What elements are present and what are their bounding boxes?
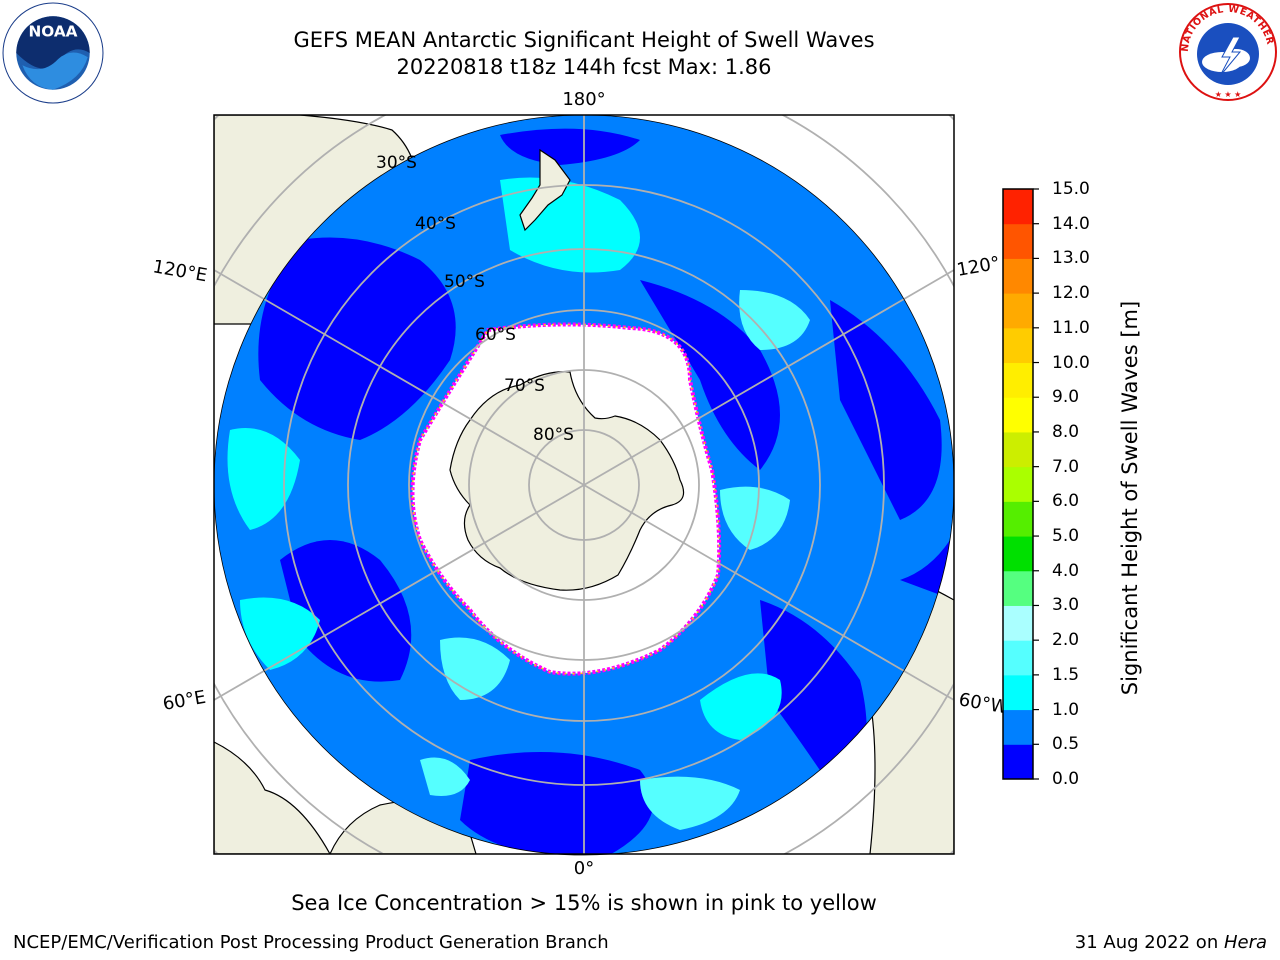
- antarctica-landmass: [449, 371, 685, 591]
- footer-organization: NCEP/EMC/Verification Post Processing Pr…: [13, 932, 609, 953]
- footer-machine: Hera: [1223, 932, 1267, 953]
- colorbar-bin: [1003, 536, 1033, 572]
- colorbar-bin: [1003, 431, 1033, 468]
- colorbar-tick-label: 7.0: [1052, 456, 1080, 477]
- colorbar-bin: [1003, 709, 1033, 745]
- title-line-2: 20220818 t18z 144h fcst Max: 1.86: [396, 55, 772, 79]
- graticule: [213, 115, 955, 854]
- lon-label-120w: 120°: [955, 253, 1001, 281]
- colorbar-tick-label: 6.0: [1052, 491, 1080, 512]
- colorbar-bin: [1003, 327, 1033, 364]
- colorbar-tick-label: 15.0: [1052, 179, 1090, 199]
- lon-label-60w: 60°W: [957, 689, 1010, 718]
- colorbar-tick-label: 9.0: [1052, 387, 1080, 408]
- colorbar-tick-label: 3.0: [1052, 595, 1080, 616]
- colorbar-bin: [1003, 605, 1033, 641]
- lon-label-60e: 60°E: [161, 687, 207, 715]
- colorbar-tick-label: 0.0: [1052, 769, 1080, 789]
- footer-date-text: 31 Aug 2022 on: [1074, 932, 1224, 953]
- lat-label-60s: 60°S: [475, 325, 516, 345]
- colorbar-bin: [1003, 258, 1033, 294]
- colorbar-tick-label: 0.5: [1052, 734, 1080, 755]
- colorbar-bin: [1003, 189, 1033, 225]
- noaa-logo: NOAA: [2, 2, 104, 104]
- colorbar-label: Significant Height of Swell Waves [m]: [1118, 300, 1142, 696]
- colorbar-tick-label: 1.0: [1052, 699, 1080, 720]
- nws-logo: NATIONAL WEATHER SERVICE ★ ★ ★: [1178, 2, 1277, 101]
- colorbar-bin: [1003, 466, 1033, 502]
- map-frame: [213, 114, 955, 855]
- lat-label-80s: 80°S: [533, 425, 574, 445]
- colorbar-tick-label: 2.0: [1052, 630, 1080, 651]
- colorbar-tick-label: 14.0: [1052, 213, 1090, 234]
- colorbar-tick-label: 5.0: [1052, 526, 1080, 547]
- lat-label-30s: 30°S: [376, 153, 417, 173]
- colorbar-bin: [1003, 674, 1033, 711]
- colorbar-bin: [1003, 397, 1033, 433]
- colorbar: [1003, 188, 1039, 780]
- colorbar-bin: [1003, 501, 1033, 537]
- footer-date: 31 Aug 2022 on Hera: [1075, 932, 1267, 953]
- colorbar-tick-label: 13.0: [1052, 248, 1090, 269]
- colorbar-bin: [1003, 744, 1033, 780]
- colorbar-bin: [1003, 223, 1033, 259]
- colorbar-bin: [1003, 570, 1033, 606]
- lon-label-0: 0°: [574, 858, 594, 879]
- colorbar-tick-label: 8.0: [1052, 421, 1080, 442]
- lon-label-180: 180°: [562, 89, 605, 110]
- sea-ice-note: Sea Ice Concentration > 15% is shown in …: [291, 891, 877, 915]
- lat-label-70s: 70°S: [504, 376, 545, 396]
- colorbar-bin: [1003, 293, 1033, 329]
- colorbar-tick-label: 11.0: [1052, 317, 1090, 338]
- lat-label-50s: 50°S: [444, 272, 485, 292]
- lat-label-40s: 40°S: [415, 214, 456, 234]
- colorbar-tick-label: 4.0: [1052, 560, 1080, 581]
- new-zealand-landmass: [519, 148, 571, 232]
- title-line-1: GEFS MEAN Antarctic Significant Height o…: [293, 28, 875, 52]
- lon-label-120e: 120°E: [151, 256, 209, 286]
- svg-text:★ ★ ★: ★ ★ ★: [1215, 90, 1242, 99]
- colorbar-tick-label: 1.5: [1052, 664, 1080, 685]
- colorbar-tick-label: 10.0: [1052, 352, 1090, 373]
- colorbar-bin: [1003, 640, 1033, 676]
- colorbar-frame: [1002, 188, 1034, 780]
- colorbar-bin: [1003, 362, 1033, 398]
- colorbar-tick-label: 12.0: [1052, 283, 1090, 304]
- noaa-logo-text: NOAA: [28, 23, 77, 41]
